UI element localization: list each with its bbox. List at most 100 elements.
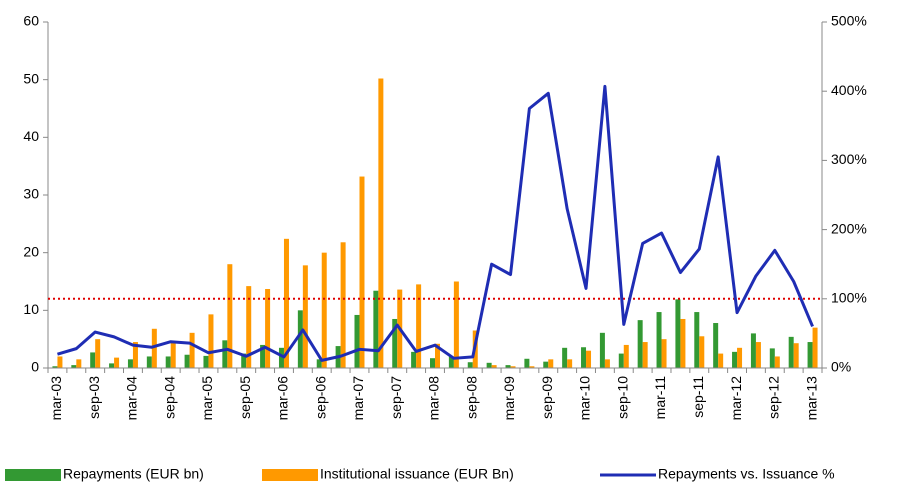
y-tick-label: 20 xyxy=(23,243,39,259)
bar xyxy=(774,356,780,368)
bar xyxy=(430,358,435,368)
bar xyxy=(373,290,379,368)
bar xyxy=(127,359,133,368)
bar xyxy=(755,342,761,368)
bar xyxy=(750,333,756,368)
bar xyxy=(265,288,271,368)
bar xyxy=(543,361,549,368)
x-tick-label: mar-09 xyxy=(501,376,517,421)
bar xyxy=(241,353,247,368)
bar xyxy=(642,342,648,368)
bar xyxy=(713,323,719,368)
x-tick-label: mar-04 xyxy=(124,376,140,421)
y2-tick-label: 200% xyxy=(831,220,867,236)
x-tick-label: mar-06 xyxy=(275,376,291,421)
y-tick-label: 60 xyxy=(23,13,39,29)
bar xyxy=(52,366,58,368)
bar xyxy=(467,362,473,368)
bar xyxy=(453,281,459,368)
y2-tick-label: 400% xyxy=(831,82,867,98)
bar xyxy=(732,351,738,368)
bar xyxy=(788,336,794,368)
bar xyxy=(524,358,530,368)
x-tick-label: sep-08 xyxy=(463,376,479,419)
bar xyxy=(491,365,497,368)
bar xyxy=(392,318,398,368)
y2-tick-label: 300% xyxy=(831,151,867,167)
bar xyxy=(435,343,440,368)
bar xyxy=(581,347,587,368)
bar xyxy=(411,351,417,368)
bar xyxy=(316,359,322,368)
bar xyxy=(661,339,667,368)
x-tick-label: mar-05 xyxy=(199,376,215,421)
x-tick-label: mar-12 xyxy=(728,376,744,421)
bar xyxy=(227,264,233,368)
x-tick-label: sep-09 xyxy=(539,376,555,419)
line xyxy=(57,84,814,362)
bar xyxy=(189,332,195,368)
y-tick-label: 40 xyxy=(23,128,39,144)
x-tick-label: sep-05 xyxy=(237,376,253,419)
bar xyxy=(699,336,705,368)
bar xyxy=(567,359,573,368)
x-tick-label: mar-03 xyxy=(48,376,64,421)
legend-swatch xyxy=(262,469,318,481)
bar xyxy=(340,242,346,368)
x-tick-label: mar-07 xyxy=(350,376,366,421)
x-tick-label: sep-07 xyxy=(388,376,404,419)
x-tick-label: mar-08 xyxy=(426,376,442,421)
bar xyxy=(623,344,629,368)
bar xyxy=(656,312,662,368)
bar xyxy=(95,339,101,368)
bar xyxy=(278,347,284,368)
bar xyxy=(510,366,516,368)
bar xyxy=(604,359,610,368)
y2-tick-label: 100% xyxy=(831,290,867,306)
bar xyxy=(359,176,365,368)
bar xyxy=(90,352,96,368)
bar xyxy=(354,314,360,368)
bar xyxy=(114,357,120,368)
bar xyxy=(637,320,643,368)
x-tick-label: sep-11 xyxy=(690,376,706,418)
bar xyxy=(132,342,138,368)
y-tick-label: 30 xyxy=(23,186,39,202)
bar xyxy=(283,238,289,368)
bar xyxy=(203,355,209,368)
y2-tick-label: 0% xyxy=(831,359,851,375)
bar xyxy=(302,265,308,368)
bar xyxy=(586,350,592,368)
x-tick-label: sep-04 xyxy=(161,376,177,419)
bar xyxy=(505,365,511,368)
bar xyxy=(812,327,818,368)
y-tick-label: 50 xyxy=(23,70,39,86)
x-tick-label: mar-10 xyxy=(577,376,593,421)
bar xyxy=(548,359,554,368)
x-tick-label: mar-13 xyxy=(803,376,819,421)
bar xyxy=(680,318,686,368)
bar xyxy=(448,356,454,368)
bar xyxy=(599,332,605,368)
bar xyxy=(769,348,775,368)
bar xyxy=(76,359,82,368)
x-tick-label: sep-06 xyxy=(312,376,328,419)
bar xyxy=(260,344,266,368)
bar xyxy=(694,312,700,368)
bar xyxy=(184,354,190,368)
bar xyxy=(321,252,327,368)
bar xyxy=(618,353,624,368)
bar xyxy=(562,347,568,368)
bar xyxy=(151,328,157,368)
bar xyxy=(246,286,252,368)
bar xyxy=(675,299,681,368)
bar xyxy=(486,362,492,368)
bar xyxy=(165,356,171,368)
bar xyxy=(416,284,422,368)
legend-label: Repayments (EUR bn) xyxy=(63,466,204,482)
bar xyxy=(57,356,63,368)
bar xyxy=(718,353,724,368)
bar xyxy=(529,366,535,368)
legend-label: Repayments vs. Issuance % xyxy=(658,466,835,482)
